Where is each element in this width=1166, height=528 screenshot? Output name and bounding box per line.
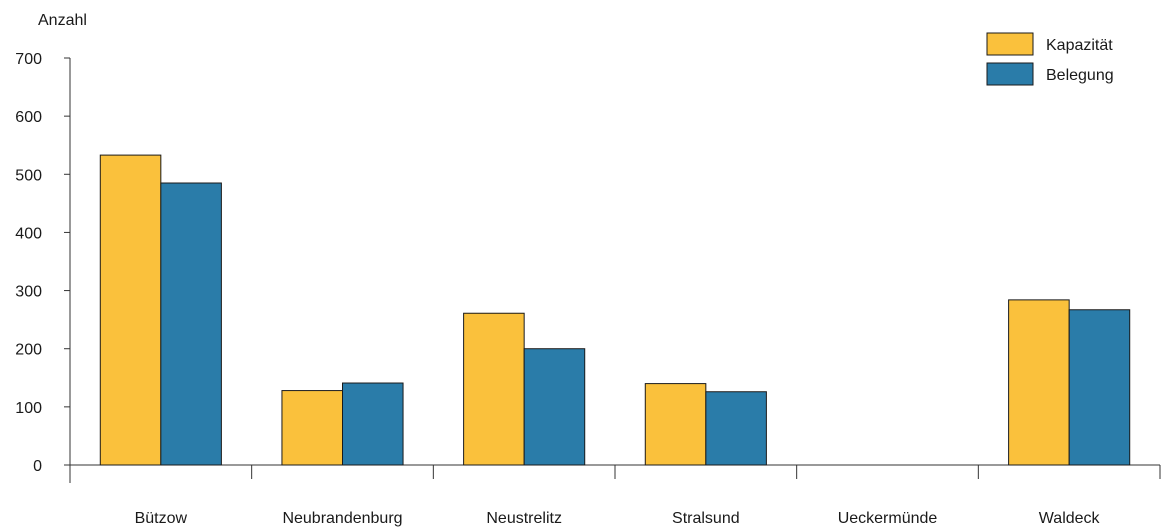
bars [99,154,1131,466]
y-tick-label: 200 [15,342,42,359]
y-tick-label: 400 [15,225,42,242]
y-tick-label: 600 [15,109,42,126]
y-tick-label: 100 [15,400,42,417]
bar-belegung [342,382,404,466]
bar-kapazität [1008,299,1070,466]
x-tick-label: Neustrelitz [486,510,562,527]
y-axis: 0 100 200 300 400 500 600 700 [15,51,71,483]
x-tick-label: Stralsund [672,510,740,527]
x-tick-label: Bützow [135,510,188,527]
legend: Kapazität Belegung [986,32,1114,86]
bar-kapazität [99,154,162,466]
legend-swatch [986,32,1034,56]
bar-kapazität [644,383,707,466]
y-tick-label: 500 [15,167,42,184]
x-tick-label: Waldeck [1039,510,1101,527]
legend-swatch [986,62,1034,86]
y-tick-label: 300 [15,284,42,301]
bar-kapazität [463,312,525,466]
bar-belegung [1068,309,1131,466]
bar-belegung [160,182,222,466]
y-tick-label: 0 [33,458,42,475]
legend-label: Kapazität [1046,37,1113,54]
x-tick-label: Neubrandenburg [282,510,402,527]
y-axis-label: Anzahl [38,12,87,29]
y-tick-label: 700 [15,51,42,68]
x-axis: Bützow Neubrandenburg Neustrelitz Stralsund… [70,464,1161,527]
legend-label: Belegung [1046,67,1114,84]
bar-belegung [523,348,586,466]
bar-kapazität [281,390,344,466]
bar-belegung [705,391,767,466]
x-tick-label: Ueckermünde [838,510,938,527]
